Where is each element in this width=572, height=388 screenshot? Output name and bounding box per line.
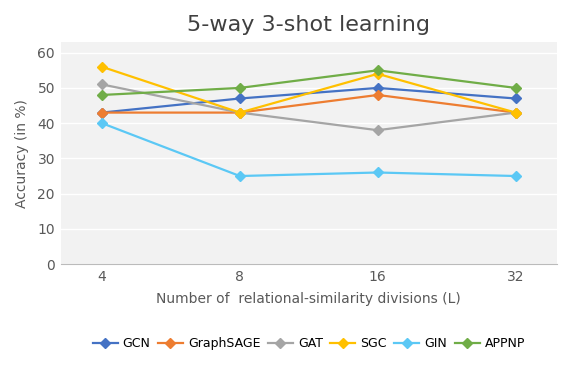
GIN [512, 174, 519, 178]
APPNP [236, 86, 243, 90]
GAT [236, 110, 243, 115]
GraphSAGE [374, 93, 381, 97]
GCN [236, 96, 243, 101]
GCN [98, 110, 105, 115]
GIN [236, 174, 243, 178]
APPNP [98, 93, 105, 97]
GCN [374, 86, 381, 90]
SGC [512, 110, 519, 115]
GraphSAGE [98, 110, 105, 115]
APPNP [512, 86, 519, 90]
GAT [512, 110, 519, 115]
SGC [236, 110, 243, 115]
Line: GCN: GCN [98, 85, 519, 116]
GAT [98, 82, 105, 87]
Y-axis label: Accuracy (in %): Accuracy (in %) [15, 99, 29, 208]
GraphSAGE [512, 110, 519, 115]
Legend: GCN, GraphSAGE, GAT, SGC, GIN, APPNP: GCN, GraphSAGE, GAT, SGC, GIN, APPNP [93, 337, 525, 350]
GIN [98, 121, 105, 125]
Title: 5-way 3-shot learning: 5-way 3-shot learning [187, 15, 430, 35]
Line: SGC: SGC [98, 63, 519, 116]
GIN [374, 170, 381, 175]
X-axis label: Number of  relational-similarity divisions (L): Number of relational-similarity division… [156, 292, 461, 306]
Line: GraphSAGE: GraphSAGE [98, 92, 519, 116]
APPNP [374, 68, 381, 73]
SGC [374, 71, 381, 76]
Line: GIN: GIN [98, 120, 519, 180]
GAT [374, 128, 381, 133]
Line: GAT: GAT [98, 81, 519, 134]
GraphSAGE [236, 110, 243, 115]
SGC [98, 64, 105, 69]
Line: APPNP: APPNP [98, 67, 519, 99]
GCN [512, 96, 519, 101]
